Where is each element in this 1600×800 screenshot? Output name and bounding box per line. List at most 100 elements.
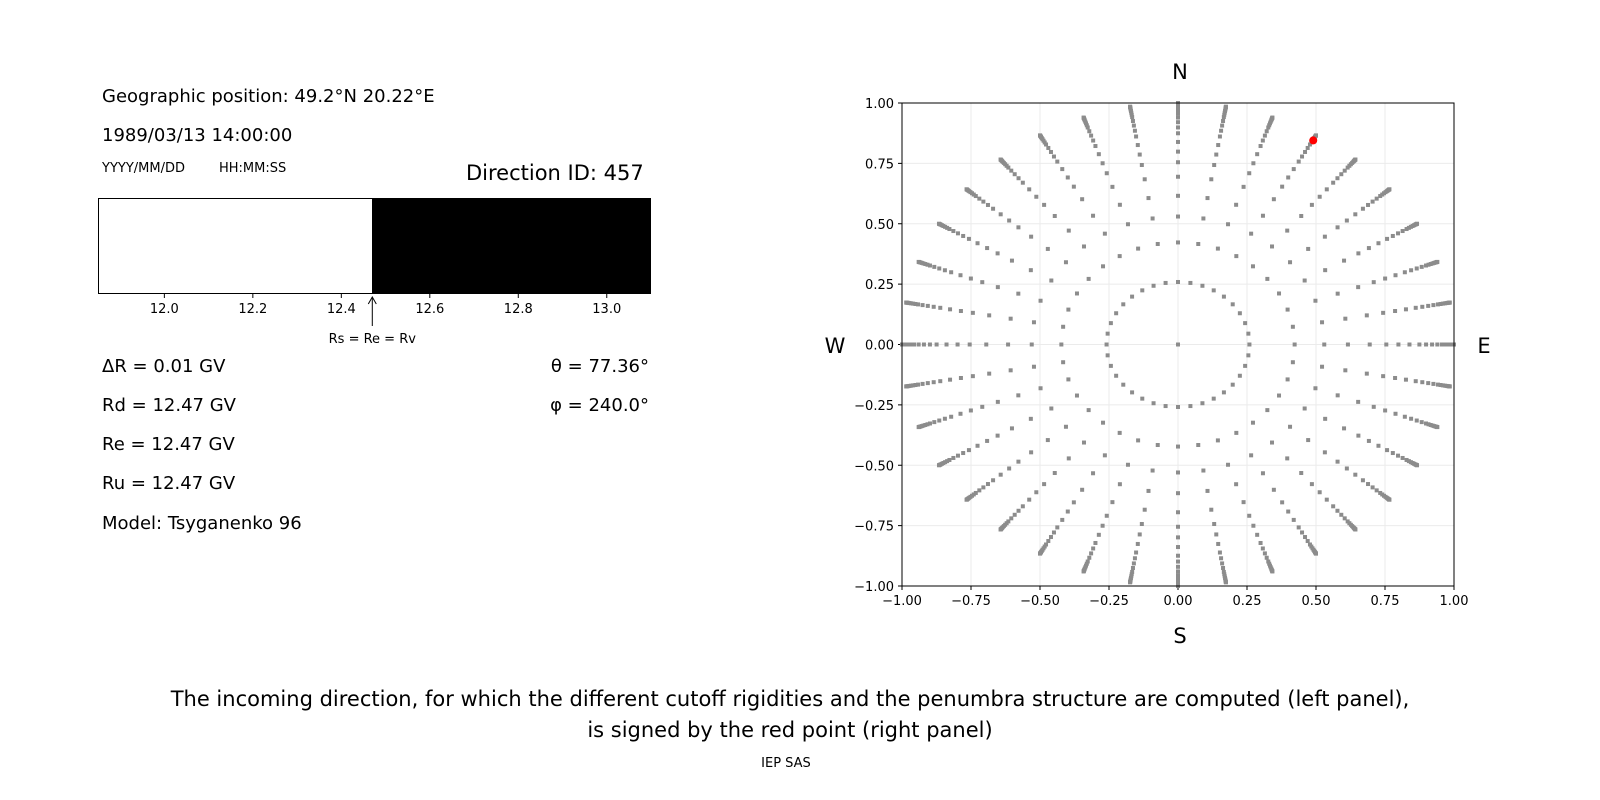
direction-point: [1426, 303, 1431, 308]
direction-point: [948, 377, 953, 382]
direction-point: [1130, 294, 1135, 299]
direction-point: [1390, 233, 1395, 238]
direction-point: [1406, 459, 1411, 464]
direction-point: [1176, 120, 1180, 125]
direction-point: [1366, 438, 1371, 443]
direction-point: [1271, 197, 1276, 202]
direction-point: [1216, 541, 1221, 546]
direction-point: [927, 263, 932, 268]
direction-point: [1016, 508, 1021, 513]
direction-point: [1241, 500, 1246, 505]
direction-point: [1038, 386, 1043, 391]
direction-point: [1260, 471, 1265, 476]
direction-point: [1214, 152, 1219, 157]
direction-point: [937, 418, 942, 423]
direction-point: [1212, 521, 1217, 526]
direction-point: [1364, 313, 1369, 318]
direction-point: [1176, 149, 1180, 154]
direction-point: [1280, 184, 1285, 189]
direction-point: [945, 225, 950, 230]
direction-point: [1034, 490, 1039, 495]
direction-point: [1404, 457, 1409, 462]
direction-point: [1442, 342, 1447, 347]
direction-point: [1012, 172, 1017, 177]
direction-point: [1393, 273, 1398, 278]
direction-point: [1376, 443, 1381, 448]
y-tick-label: −0.50: [854, 459, 894, 474]
direction-point: [1400, 229, 1405, 234]
direction-point: [1176, 111, 1180, 116]
direction-point: [1313, 298, 1318, 303]
direction-point: [1205, 196, 1210, 201]
selected-direction-point: [1309, 136, 1318, 145]
direction-point: [1051, 530, 1056, 535]
direction-point: [1303, 149, 1308, 154]
direction-point: [921, 342, 926, 347]
direction-point: [938, 305, 943, 310]
direction-point: [985, 438, 990, 443]
direction-point: [1246, 331, 1251, 336]
direction-point: [955, 231, 960, 236]
direction-point: [1031, 364, 1036, 369]
direction-point: [1367, 342, 1372, 347]
direction-point: [1378, 194, 1383, 199]
direction-point: [1131, 123, 1136, 128]
y-tick-label: 0.25: [865, 278, 894, 293]
direction-point: [1091, 546, 1096, 551]
direction-point: [1085, 125, 1090, 130]
direction-point: [1266, 559, 1271, 564]
direction-point: [1413, 379, 1418, 384]
direction-point: [1237, 373, 1242, 378]
direction-point: [1404, 227, 1409, 232]
y-tick-label: 0.00: [865, 339, 894, 354]
direction-point: [1049, 278, 1054, 283]
direction-point: [1091, 138, 1096, 143]
y-tick-label: 1.00: [865, 97, 894, 112]
direction-point: [1114, 311, 1119, 316]
x-tick-label: 1.00: [1440, 594, 1469, 609]
direction-point: [1384, 342, 1389, 347]
direction-point: [973, 490, 978, 495]
direction-point: [980, 280, 985, 285]
direction-point: [1288, 424, 1293, 429]
direction-point: [961, 233, 966, 238]
direction-point: [1215, 246, 1220, 251]
x-tick-label: −1.00: [882, 594, 922, 609]
direction-point: [920, 303, 925, 308]
direction-point: [1296, 525, 1301, 530]
direction-point: [1163, 280, 1168, 285]
direction-point: [1230, 382, 1235, 387]
direction-point: [964, 187, 969, 192]
direction-point: [904, 300, 909, 305]
direction-point: [967, 342, 972, 347]
direction-point: [1042, 202, 1047, 207]
direction-point: [966, 448, 971, 453]
direction-point: [995, 399, 1000, 404]
direction-point: [1353, 212, 1358, 217]
direction-point: [1087, 129, 1092, 134]
direction-point: [1151, 401, 1156, 406]
direction-point: [1101, 420, 1106, 425]
direction-point: [1134, 550, 1139, 555]
direction-point: [984, 342, 989, 347]
direction-point: [1125, 222, 1130, 227]
direction-point: [1020, 180, 1025, 185]
direction-point: [1007, 218, 1012, 223]
direction-point: [1125, 462, 1130, 467]
direction-point: [1042, 482, 1047, 487]
direction-point: [1096, 152, 1101, 157]
datetime: 1989/03/13 14:00:00: [102, 125, 293, 146]
direction-point: [1285, 377, 1290, 382]
direction-point: [1016, 459, 1021, 464]
direction-point: [1086, 408, 1091, 413]
direction-point: [1417, 342, 1422, 347]
direction-point: [1439, 342, 1444, 347]
direction-point: [1016, 176, 1021, 181]
direction-point: [1360, 478, 1365, 483]
direction-point: [1045, 246, 1050, 251]
direction-point: [1335, 459, 1340, 464]
time-format: HH:MM:SS: [219, 161, 287, 176]
direction-point: [936, 221, 941, 226]
bar-tick-label: 12.0: [150, 302, 179, 317]
